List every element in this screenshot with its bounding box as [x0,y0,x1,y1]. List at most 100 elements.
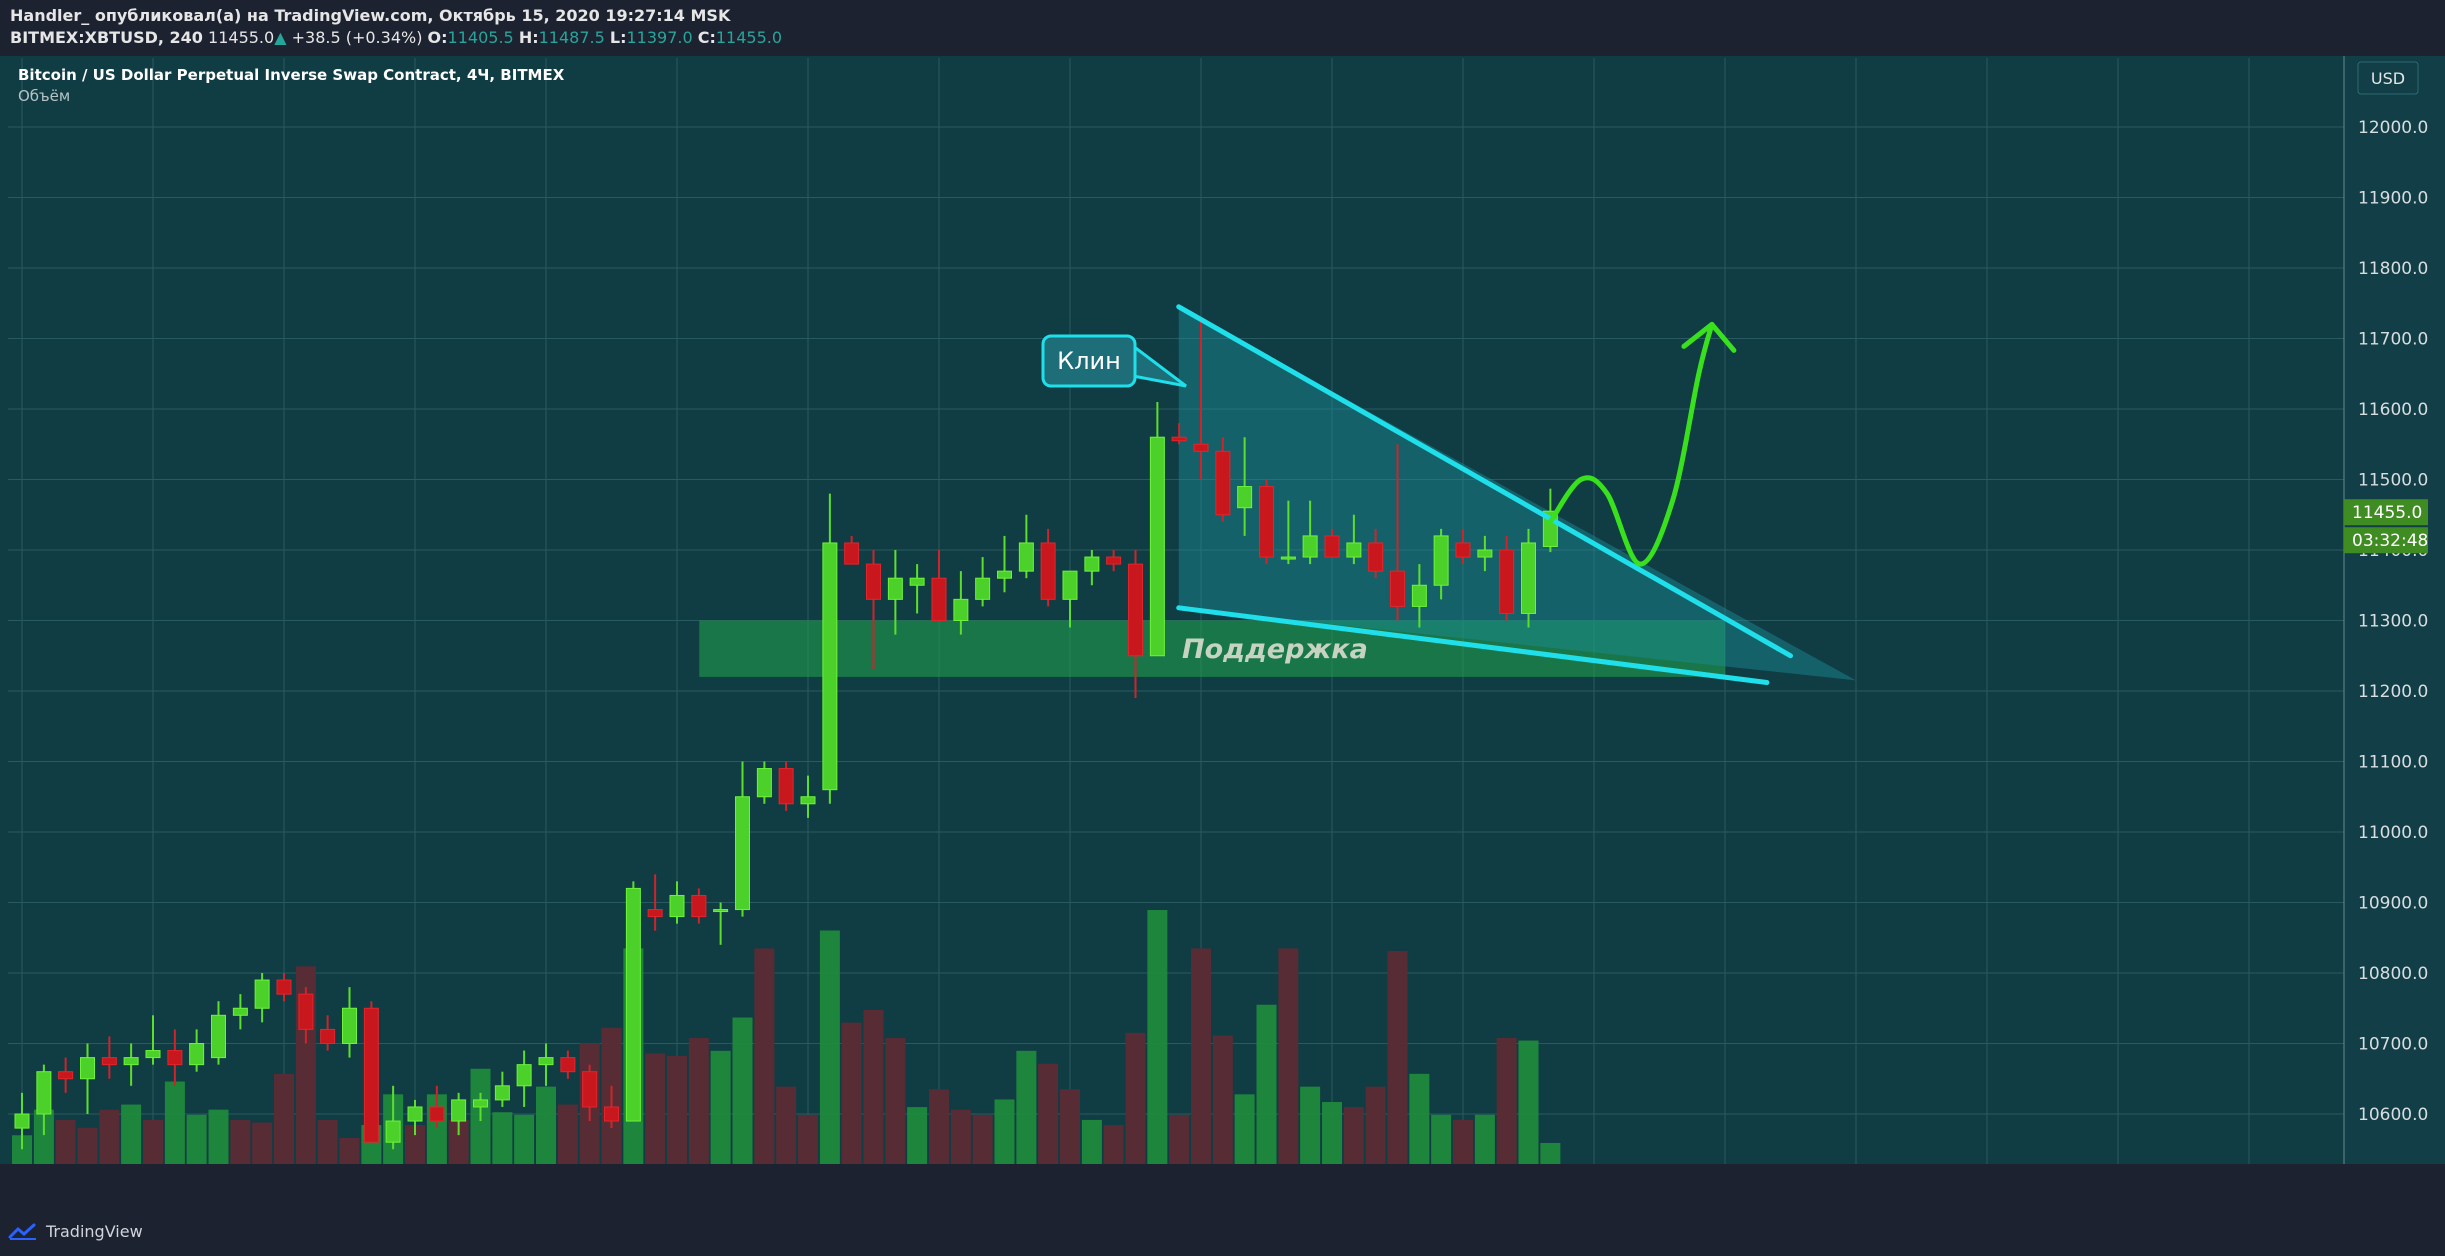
currency-button[interactable]: USD [2357,61,2419,95]
candle[interactable] [866,563,881,600]
candle[interactable] [997,570,1012,579]
candle[interactable] [1215,450,1231,516]
candle[interactable] [538,1057,554,1066]
candle[interactable] [647,909,663,918]
candle[interactable] [451,1099,467,1122]
candle[interactable] [1084,556,1100,572]
candle[interactable] [953,598,969,621]
symbol-label[interactable]: BITMEX:XBTUSD, 240 [10,28,203,47]
candle[interactable] [1499,549,1515,614]
candle[interactable] [909,577,925,586]
volume-bar [339,1137,360,1164]
volume-bar [164,1081,185,1164]
volume-bar [776,1086,797,1164]
wedge-upper-line[interactable] [1176,304,1793,659]
price-tick-label: 11000.0 [2358,823,2428,843]
candle[interactable] [36,1071,52,1115]
candle[interactable] [167,1050,183,1066]
last-price-tag: 11455.0 03:32:48 [2344,499,2428,554]
candle[interactable] [1477,549,1493,558]
candle[interactable] [560,1057,576,1073]
candle[interactable] [254,979,270,1009]
candle[interactable] [1280,556,1296,560]
candle[interactable] [429,1106,445,1122]
projection-arrow[interactable] [1547,321,1715,567]
candle[interactable] [756,768,772,798]
candle[interactable] [1149,436,1165,657]
candle[interactable] [232,1007,248,1016]
candle[interactable] [342,1007,357,1044]
candle[interactable] [1171,436,1187,442]
candle[interactable] [1390,570,1405,607]
candle[interactable] [1455,542,1471,558]
candle[interactable] [1433,535,1449,586]
candle[interactable] [14,1113,30,1129]
volume-bar [448,1119,469,1164]
candle[interactable] [887,577,903,600]
candle[interactable] [1521,542,1536,614]
candle[interactable] [625,887,641,1122]
candle[interactable] [494,1085,510,1101]
candle[interactable] [1411,584,1427,607]
candle[interactable] [298,993,314,1030]
price-tag-value: 11455.0 [2352,503,2422,523]
callout-wedge[interactable]: Клин [1041,334,1187,388]
volume-bar [1343,1107,1364,1164]
candle[interactable] [691,894,707,918]
volume-bar [1365,1086,1386,1164]
volume-bar [121,1104,142,1164]
candle[interactable] [276,979,292,995]
volume-bar [1191,948,1211,1164]
candle[interactable] [1062,570,1078,600]
bottom-bar: TradingView [0,1212,2445,1256]
candle[interactable] [778,768,794,805]
candle[interactable] [516,1064,532,1087]
candle[interactable] [80,1057,95,1080]
candle[interactable] [473,1099,488,1108]
candle[interactable] [407,1106,423,1122]
candle[interactable] [735,796,750,911]
candle[interactable] [145,1050,161,1059]
candle[interactable] [1368,542,1384,572]
candle[interactable] [669,894,685,918]
candle[interactable] [1237,486,1253,509]
candle[interactable] [931,577,947,622]
arrow-head-icon [1681,321,1737,353]
ohlc-line: BITMEX:XBTUSD, 240 11455.0▲ +38.5 (+0.34… [10,28,782,47]
change-value: +38.5 (+0.34%) [291,28,423,47]
price-chart[interactable]: Клин Поддержка Bitcoin / US Dollar Perpetu… [0,56,2445,1164]
candle[interactable] [1302,535,1318,558]
top-info-bar: Handler_ опубликовал(а) на TradingView.c… [0,0,2445,56]
volume-bar [950,1109,971,1164]
candle[interactable] [844,542,860,565]
candle[interactable] [1128,563,1143,657]
candle[interactable] [101,1057,117,1066]
candle[interactable] [800,796,816,805]
candle[interactable] [582,1071,598,1108]
candle[interactable] [58,1071,74,1080]
candle[interactable] [1346,542,1362,558]
candle[interactable] [320,1028,336,1045]
tradingview-brand[interactable]: TradingView [8,1222,143,1241]
candle[interactable] [211,1014,226,1059]
wedge-lower-line[interactable] [1176,605,1770,686]
candle[interactable] [1018,542,1034,572]
candle[interactable] [604,1106,619,1122]
candle[interactable] [1040,542,1056,600]
candle[interactable] [385,1120,401,1143]
grid [8,58,2344,1164]
candle[interactable] [1193,443,1209,452]
candle[interactable] [1324,535,1340,558]
support-zone[interactable] [699,620,1725,677]
candle[interactable] [123,1057,139,1066]
candle[interactable] [1259,486,1274,558]
candle[interactable] [713,909,729,913]
candle[interactable] [822,542,838,791]
candle[interactable] [363,1007,379,1143]
candle[interactable] [975,577,991,600]
candle[interactable] [1106,556,1122,565]
price-axis[interactable]: 10600.0 10700.0 10800.0 10900.0 11000.0 11100… [2358,118,2428,1125]
candle[interactable] [189,1043,205,1066]
price-tick-label: 11200.0 [2358,682,2428,702]
callout-box [1041,334,1137,388]
